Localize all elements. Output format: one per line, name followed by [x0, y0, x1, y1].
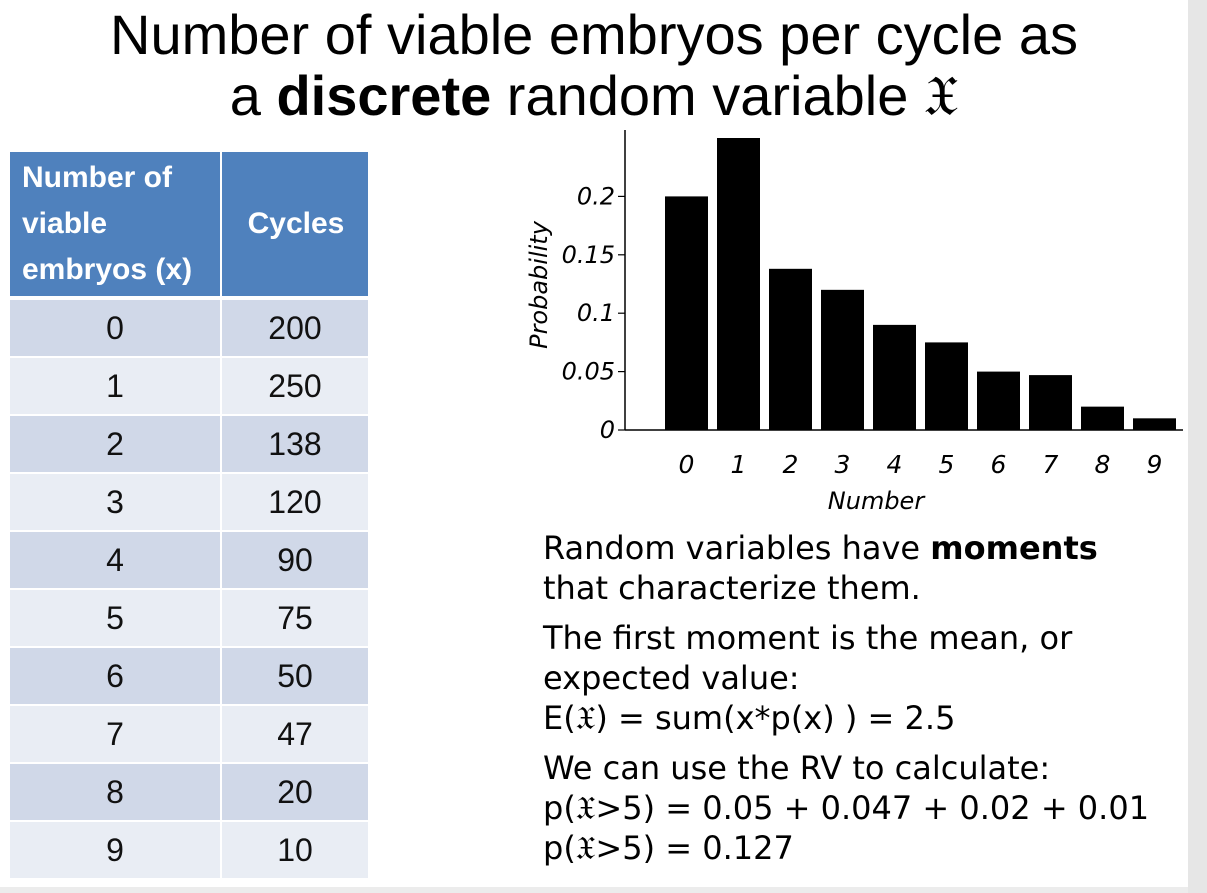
table-header-row: Number of viable embryos (x) Cycles [10, 152, 368, 300]
cell-embryo-count: 9 [10, 822, 222, 880]
table-row: 7 47 [10, 706, 368, 764]
note-line: The first moment is the mean, or [543, 619, 1073, 657]
bar-4 [873, 324, 916, 430]
cell-embryo-count: 1 [10, 358, 222, 416]
cell-cycles: 250 [222, 358, 368, 416]
bar-8 [1081, 406, 1124, 430]
table-row: 5 75 [10, 590, 368, 648]
cell-embryo-count: 6 [10, 648, 222, 706]
x-tick-label: 3 [835, 450, 851, 479]
moments-notes: Random variables have moments that chara… [543, 528, 1183, 868]
expected-value-formula: E(𝔛) = sum(x*p(x) ) = 2.5 [543, 699, 956, 737]
note-line: expected value: [543, 659, 800, 697]
cell-embryo-count: 5 [10, 590, 222, 648]
table-row: 2 138 [10, 416, 368, 474]
cell-cycles: 20 [222, 764, 368, 822]
note-bold-moments: moments [930, 529, 1098, 567]
bar-1 [717, 138, 760, 430]
bar-7 [1029, 375, 1072, 430]
x-tick-label: 0 [679, 450, 695, 479]
cell-cycles: 138 [222, 416, 368, 474]
note-line: We can use the RV to calculate: [543, 749, 1051, 787]
cell-embryo-count: 2 [10, 416, 222, 474]
y-tick-label: 0 [600, 416, 615, 444]
x-tick-label: 4 [887, 450, 903, 479]
y-axis-title: Probability [525, 220, 553, 349]
cell-embryo-count: 0 [10, 300, 222, 358]
embryo-cycles-table: Number of viable embryos (x) Cycles 0 200… [10, 152, 368, 880]
cell-embryo-count: 7 [10, 706, 222, 764]
table-row: 3 120 [10, 474, 368, 532]
window-edge [1188, 0, 1207, 893]
cell-cycles: 75 [222, 590, 368, 648]
bar-3 [821, 289, 864, 430]
header-cycles: Cycles [222, 152, 368, 300]
table-row: 1 250 [10, 358, 368, 416]
table-row: 8 20 [10, 764, 368, 822]
probability-bar-chart: 0 0.05 0.1 0.15 0.2 0 1 2 3 4 5 6 7 8 9 Number Probabili… [525, 130, 1183, 515]
cell-cycles: 200 [222, 300, 368, 358]
cell-cycles: 120 [222, 474, 368, 532]
title-line-1: Number of viable embryos per cycle as [110, 3, 1078, 66]
bar-0 [665, 196, 708, 430]
table-body: 0 200 1 250 2 138 3 120 4 90 5 75 6 50 7 47 8 20 9 10 [10, 300, 368, 880]
cell-embryo-count: 3 [10, 474, 222, 532]
x-tick-label: 1 [731, 450, 747, 479]
y-tick-label: 0.15 [562, 241, 615, 269]
cell-cycles: 47 [222, 706, 368, 764]
title-line-2: a discrete random variable 𝔛 [0, 65, 1188, 126]
bar-6 [977, 371, 1020, 430]
cell-cycles: 10 [222, 822, 368, 880]
y-tick-label: 0.1 [577, 299, 615, 327]
table-row: 0 200 [10, 300, 368, 358]
note-line: that characterize them. [543, 569, 921, 607]
title-line-2-start: a [229, 64, 277, 127]
x-axis-title: Number [828, 487, 927, 515]
bar-2 [769, 268, 812, 430]
y-tick-label: 0.2 [577, 182, 615, 210]
y-tick-label: 0.05 [562, 358, 615, 386]
bar-5 [925, 342, 968, 430]
title-line-2-end: random variable 𝔛 [491, 64, 959, 127]
x-tick-label: 9 [1147, 450, 1163, 479]
table-row: 4 90 [10, 532, 368, 590]
note-line: Random variables have moments [543, 528, 1183, 568]
header-number-of-embryos: Number of viable embryos (x) [10, 152, 222, 300]
x-tick-label: 7 [1043, 450, 1059, 479]
x-tick-label: 5 [939, 450, 955, 479]
cell-embryo-count: 8 [10, 764, 222, 822]
x-tick-label: 6 [991, 450, 1007, 479]
title-bold-word: discrete [276, 64, 492, 127]
x-tick-label: 8 [1095, 450, 1111, 479]
probability-result: p(𝔛>5) = 0.127 [543, 829, 794, 867]
cell-embryo-count: 4 [10, 532, 222, 590]
probability-sum-formula: p(𝔛>5) = 0.05 + 0.047 + 0.02 + 0.01 [543, 789, 1150, 827]
cell-cycles: 50 [222, 648, 368, 706]
bar-9 [1133, 418, 1176, 430]
table-row: 6 50 [10, 648, 368, 706]
x-tick-label: 2 [783, 450, 799, 479]
slide: Number of viable embryos per cycle as a … [0, 0, 1188, 887]
table-row: 9 10 [10, 822, 368, 880]
slide-title: Number of viable embryos per cycle as a … [0, 4, 1188, 126]
note-text: Random variables have [543, 529, 931, 567]
cell-cycles: 90 [222, 532, 368, 590]
